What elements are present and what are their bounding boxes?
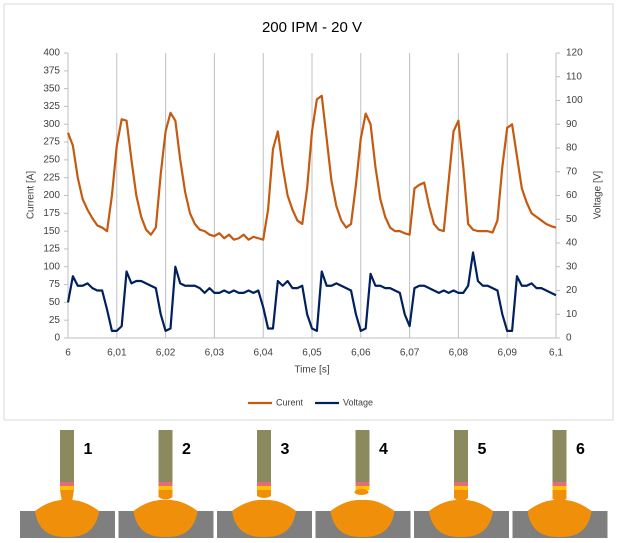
electrode (60, 430, 74, 482)
electrode-band (454, 482, 468, 486)
y2-tick-label: 60 (566, 190, 578, 201)
x-tick-label: 6,1 (549, 348, 563, 359)
stage-number: 4 (379, 441, 388, 458)
y-tick-label: 300 (43, 119, 60, 130)
electrode-tip (553, 486, 567, 490)
electrode-tip (159, 486, 173, 490)
y-tick-label: 250 (43, 155, 60, 166)
x-tick-label: 6,08 (449, 348, 469, 359)
y-tick-label: 325 (43, 101, 60, 112)
droplet (454, 490, 468, 501)
x-tick-label: 6,05 (302, 348, 322, 359)
y2-tick-label: 90 (566, 119, 578, 130)
electrode-band (60, 482, 74, 486)
y-tick-label: 150 (43, 226, 60, 237)
y-tick-label: 275 (43, 137, 60, 148)
x-tick-label: 6,06 (351, 348, 371, 359)
electrode (159, 430, 173, 482)
electrode-band (356, 482, 370, 486)
electrode-tip (257, 486, 271, 490)
y2-tick-label: 80 (566, 143, 578, 154)
electrode-tip (454, 486, 468, 490)
x-tick-label: 6 (65, 348, 71, 359)
y-tick-label: 125 (43, 244, 60, 255)
stage-number: 5 (478, 441, 487, 458)
electrode (257, 430, 271, 482)
electrode (356, 430, 370, 482)
y-tick-label: 0 (54, 333, 60, 344)
y2-tick-label: 110 (566, 71, 582, 82)
page: 200 IPM - 20 V Time [s] Current [A] Volt… (0, 0, 618, 538)
y2-tick-label: 0 (566, 333, 572, 344)
y2-axis-label: Voltage [V] (593, 171, 604, 220)
droplet (355, 489, 369, 495)
x-tick-label: 6,07 (400, 348, 420, 359)
electrode (454, 430, 468, 482)
stage-number: 2 (182, 441, 191, 458)
droplet (553, 490, 567, 501)
droplet (159, 490, 173, 500)
y-tick-label: 200 (43, 190, 60, 201)
y2-tick-label: 70 (566, 166, 578, 177)
y-tick-label: 175 (43, 208, 60, 219)
chart-title: 200 IPM - 20 V (262, 19, 362, 36)
y-tick-label: 25 (49, 315, 61, 326)
x-axis-label: Time [s] (294, 365, 329, 376)
y-tick-label: 375 (43, 65, 60, 76)
y-tick-label: 50 (49, 297, 61, 308)
y-tick-label: 75 (49, 279, 61, 290)
x-tick-label: 6,03 (205, 348, 225, 359)
y2-tick-label: 100 (566, 95, 583, 106)
stage-number: 3 (281, 441, 290, 458)
y2-tick-label: 20 (566, 285, 578, 296)
y2-tick-label: 40 (566, 238, 578, 249)
electrode-tip (60, 486, 74, 490)
y-tick-label: 400 (43, 48, 60, 59)
y-axis-label: Current [A] (26, 171, 37, 220)
y-tick-label: 350 (43, 83, 60, 94)
y-tick-label: 225 (43, 172, 60, 183)
y-tick-label: 100 (43, 261, 60, 272)
electrode-band (159, 482, 173, 486)
stage-number: 1 (84, 441, 93, 458)
x-tick-label: 6,02 (156, 348, 176, 359)
y2-tick-label: 120 (566, 48, 583, 59)
y2-tick-label: 50 (566, 214, 578, 225)
electrode-band (553, 482, 567, 486)
x-tick-label: 6,04 (253, 348, 273, 359)
y2-tick-label: 30 (566, 261, 578, 272)
electrode (553, 430, 567, 482)
x-tick-label: 6,09 (497, 348, 517, 359)
y2-tick-label: 10 (566, 309, 578, 320)
x-tick-label: 6,01 (107, 348, 127, 359)
legend-label: Voltage (343, 397, 373, 407)
droplet (257, 490, 271, 498)
legend-label: Curent (276, 397, 304, 407)
stage-number: 6 (576, 441, 585, 458)
electrode-band (257, 482, 271, 486)
